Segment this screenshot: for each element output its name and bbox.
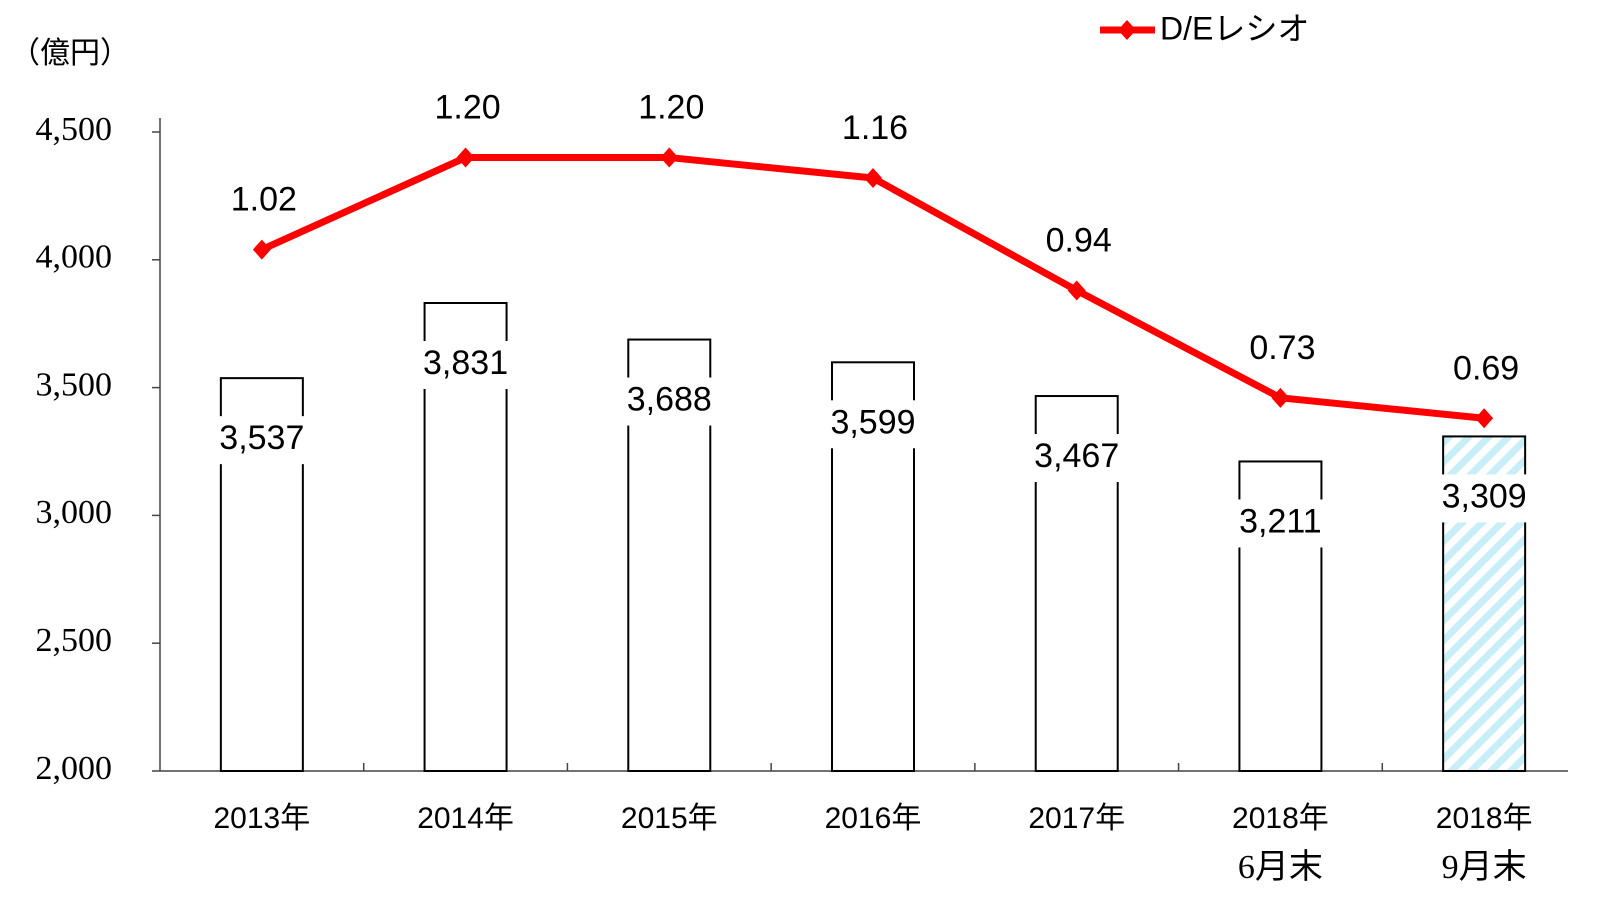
x-tick-label: 2015年 <box>621 802 718 835</box>
bar-label-bg <box>1024 434 1129 483</box>
y-tick-label: 3,000 <box>36 494 113 531</box>
bar-label: 3,211 <box>1239 502 1322 540</box>
legend-label: D/Eレシオ <box>1160 10 1309 46</box>
bar-label-bg <box>821 400 925 449</box>
legend-marker <box>1118 20 1136 40</box>
line-marker <box>1067 280 1086 301</box>
bar-label-bg <box>1228 499 1333 548</box>
line-marker <box>1271 387 1290 408</box>
x-tick-label: 2018年 <box>1232 802 1329 835</box>
line-label: 0.94 <box>1046 221 1112 259</box>
bar-label: 3,467 <box>1034 437 1119 475</box>
unit-label: （億円） <box>10 37 130 70</box>
line-label: 1.20 <box>434 89 500 127</box>
line-marker <box>864 168 882 189</box>
line-marker <box>660 147 679 168</box>
y-tick-label: 2,500 <box>36 622 113 659</box>
x-tick-sublabel: 6月末 <box>1238 848 1323 886</box>
line-marker <box>456 147 475 168</box>
bar-label: 3,537 <box>219 419 304 457</box>
y-tick-label: 3,500 <box>36 366 113 403</box>
bar-label: 3,309 <box>1442 477 1527 515</box>
x-tick-label: 2017年 <box>1028 802 1125 835</box>
x-tick-sublabel: 9月末 <box>1442 848 1527 886</box>
line-marker <box>1475 408 1494 429</box>
y-tick-label: 4,500 <box>36 111 113 148</box>
line-label: 1.20 <box>638 89 704 127</box>
line-label: 1.02 <box>231 181 297 219</box>
line-label: 1.16 <box>842 109 908 147</box>
y-tick-label: 4,000 <box>36 239 113 276</box>
y-tick-label: 2,000 <box>36 750 113 787</box>
line-marker <box>252 239 271 260</box>
bar-label: 3,599 <box>830 403 915 441</box>
line-label: 0.73 <box>1249 329 1315 367</box>
x-tick-label: 2013年 <box>213 802 310 835</box>
bar-label-bg <box>1432 474 1537 523</box>
bar-label: 3,688 <box>627 381 712 419</box>
line-label: 0.69 <box>1453 349 1519 387</box>
bar-label-bg <box>209 416 314 465</box>
bar-label-bg <box>413 340 518 389</box>
x-tick-label: 2016年 <box>825 802 922 835</box>
bar-label: 3,831 <box>423 344 508 382</box>
x-tick-label: 2018年 <box>1436 802 1533 835</box>
bar-label-bg <box>617 377 722 426</box>
x-tick-label: 2014年 <box>417 802 514 835</box>
